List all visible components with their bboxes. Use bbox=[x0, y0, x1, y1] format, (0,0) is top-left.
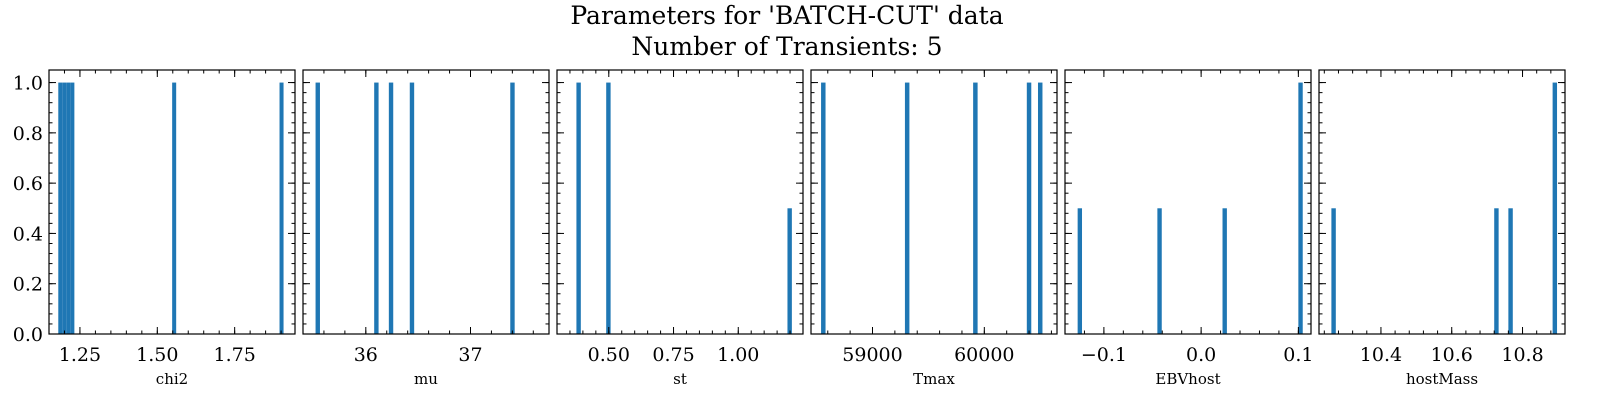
x-tick-label: 0.1 bbox=[1283, 344, 1313, 366]
x-tick-label: 0.0 bbox=[1186, 344, 1216, 366]
histogram-panel-st: 0.50 0.75 1.00 st bbox=[556, 69, 804, 388]
bar-EBVhost-0 bbox=[1077, 208, 1083, 334]
bar-hostMass-2 bbox=[1508, 208, 1513, 334]
x-axis-label: Tmax bbox=[913, 370, 955, 388]
x-tick-label: 10.6 bbox=[1431, 344, 1473, 366]
histogram-panel-chi2: 1.25 1.50 1.75 0.0 0.2 0.4 0.6 0.8 1.0 chi2 bbox=[13, 69, 296, 388]
bar-hostMass-3 bbox=[1552, 82, 1558, 334]
x-tick-label: 1.75 bbox=[214, 344, 256, 366]
bar-Tmax-0 bbox=[821, 82, 826, 334]
x-tick-label: 36 bbox=[354, 344, 378, 366]
bar-hostMass-0 bbox=[1331, 208, 1336, 334]
x-tick-label: 0.75 bbox=[652, 344, 694, 366]
y-tick-label: 0.2 bbox=[13, 274, 43, 296]
x-tick-label: 37 bbox=[458, 344, 482, 366]
x-tick-label: 59000 bbox=[842, 344, 902, 366]
bar-chi2-2 bbox=[66, 82, 71, 334]
y-tick-label: 1.0 bbox=[13, 73, 43, 95]
panel-frame bbox=[556, 69, 804, 335]
panel-frame bbox=[1064, 69, 1312, 335]
figure-title-line2: Number of Transients: 5 bbox=[631, 32, 942, 61]
bar-Tmax-1 bbox=[904, 82, 910, 334]
y-tick-label: 0.0 bbox=[13, 324, 43, 346]
bar-mu-4 bbox=[510, 82, 515, 334]
panel-frame bbox=[1318, 69, 1566, 335]
x-tick-label: 1.25 bbox=[59, 344, 101, 366]
bar-mu-1 bbox=[374, 82, 379, 334]
y-tick-label: 0.4 bbox=[13, 223, 43, 245]
x-tick-label: 1.00 bbox=[717, 344, 759, 366]
bar-mu-2 bbox=[388, 82, 394, 334]
x-tick-label: 0.50 bbox=[588, 344, 630, 366]
y-tick-label: 0.8 bbox=[13, 123, 43, 145]
bar-Tmax-4 bbox=[1037, 82, 1043, 334]
x-tick-label: 1.50 bbox=[136, 344, 178, 366]
histogram-panel-EBVhost: −0.1 0.0 0.1 EBVhost bbox=[1064, 69, 1313, 388]
x-tick-label: 10.8 bbox=[1501, 344, 1543, 366]
x-tick-label: −0.1 bbox=[1081, 344, 1127, 366]
x-axis-label: st bbox=[673, 370, 687, 388]
bar-mu-0 bbox=[315, 82, 320, 334]
panel-frame bbox=[302, 69, 550, 335]
x-axis-label: EBVhost bbox=[1155, 370, 1220, 388]
bar-EBVhost-2 bbox=[1222, 208, 1227, 334]
x-axis-label: hostMass bbox=[1406, 370, 1478, 388]
bar-mu-3 bbox=[409, 82, 415, 334]
bar-EBVhost-3 bbox=[1298, 82, 1303, 334]
panel-frame bbox=[48, 69, 296, 335]
bar-chi2-5 bbox=[279, 82, 284, 334]
bar-chi2-4 bbox=[172, 82, 177, 334]
histogram-panels: 1.25 1.50 1.75 0.0 0.2 0.4 0.6 0.8 1.0 chi2 36 37 mu… bbox=[13, 69, 1566, 388]
histogram-panel-mu: 36 37 mu bbox=[302, 69, 550, 388]
bar-st-0 bbox=[576, 82, 581, 334]
y-tick-label: 0.6 bbox=[13, 173, 43, 195]
x-axis-label: chi2 bbox=[156, 370, 188, 388]
bar-EBVhost-1 bbox=[1157, 208, 1162, 334]
histogram-panel-Tmax: 59000 60000 Tmax bbox=[810, 69, 1058, 388]
bar-chi2-3 bbox=[70, 82, 75, 334]
panel-frame bbox=[810, 69, 1058, 335]
bar-Tmax-3 bbox=[1026, 82, 1032, 334]
figure-title-line1: Parameters for 'BATCH-CUT' data bbox=[570, 1, 1003, 30]
x-tick-label: 60000 bbox=[954, 344, 1014, 366]
histogram-panel-hostMass: 10.4 10.6 10.8 hostMass bbox=[1318, 69, 1566, 388]
bar-hostMass-1 bbox=[1494, 208, 1499, 334]
bar-st-1 bbox=[606, 82, 611, 334]
x-tick-label: 10.4 bbox=[1360, 344, 1402, 366]
bar-st-2 bbox=[787, 208, 792, 334]
bar-chi2-0 bbox=[58, 82, 63, 334]
x-axis-label: mu bbox=[414, 370, 438, 388]
bar-chi2-1 bbox=[62, 82, 67, 334]
bar-Tmax-2 bbox=[973, 82, 978, 334]
